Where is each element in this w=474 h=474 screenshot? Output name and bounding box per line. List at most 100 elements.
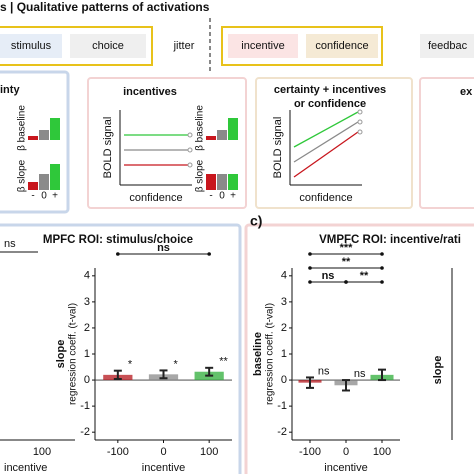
x-tick-label: -100 xyxy=(299,446,321,458)
schematic-dot xyxy=(357,119,363,125)
level-label: 0 xyxy=(41,191,47,202)
level-label: + xyxy=(230,191,236,202)
bracket-end xyxy=(380,266,384,270)
beta-bar xyxy=(228,118,238,140)
beta-label: β baseline xyxy=(195,105,206,151)
beta-bar xyxy=(217,130,227,140)
significance: ** xyxy=(219,356,228,368)
bracket-end xyxy=(308,280,312,284)
y-axis-label: baseline xyxy=(252,332,264,376)
schematic-dot xyxy=(357,109,363,115)
beta-bar xyxy=(28,182,38,190)
y-tick-label: 1 xyxy=(281,348,287,360)
bracket-label: ns xyxy=(4,238,16,250)
y-tick-label: 3 xyxy=(84,296,90,308)
significance: * xyxy=(174,358,179,370)
y-tick-label: 1 xyxy=(84,348,90,360)
section-frame xyxy=(0,223,242,474)
panel-frame xyxy=(255,77,413,209)
x-tick-label: 100 xyxy=(200,446,218,458)
y-axis-label: BOLD signal xyxy=(272,117,284,179)
beta-label: β baseline xyxy=(17,105,28,151)
y-tick-label: 4 xyxy=(84,270,90,282)
y-tick-label: -2 xyxy=(80,426,90,438)
y-tick-label: 0 xyxy=(281,374,287,386)
bracket-label: ** xyxy=(360,270,369,282)
beta-bar xyxy=(50,118,60,140)
bracket-end xyxy=(344,280,348,284)
x-axis-label: incentive xyxy=(142,462,185,474)
significance: ns xyxy=(318,365,330,377)
schematic-line xyxy=(293,121,359,163)
y-axis-sublabel: regression coeff. (t-val) xyxy=(68,303,79,405)
y-tick-label: 0 xyxy=(84,374,90,386)
y-axis-sublabel: regression coeff. (t-val) xyxy=(265,303,276,405)
y-tick-label: -2 xyxy=(277,426,287,438)
x-axis-label: incentive xyxy=(4,462,47,474)
level-label: + xyxy=(52,191,58,202)
y-tick-label: -1 xyxy=(277,400,287,412)
event-box xyxy=(306,34,378,58)
beta-bar xyxy=(217,174,227,190)
bracket-label: ns xyxy=(322,270,335,282)
figure-title: s | Qualitative patterns of activations xyxy=(0,0,210,14)
beta-bar xyxy=(228,174,238,190)
event-label: incentive xyxy=(241,40,284,52)
period-frame xyxy=(221,26,383,66)
schematic-dot xyxy=(187,132,193,138)
schematic-dot xyxy=(187,147,193,153)
beta-label: β slope xyxy=(17,159,28,192)
schematic-line xyxy=(293,111,359,148)
panel-title: inty xyxy=(0,84,20,96)
event-label: stimulus xyxy=(11,40,52,52)
level-label: - xyxy=(209,191,212,202)
level-label: 0 xyxy=(219,191,225,202)
panel-subtitle: or confidence xyxy=(294,98,366,110)
bracket-end xyxy=(380,280,384,284)
beta-bar xyxy=(50,164,60,190)
beta-label: β slope xyxy=(195,159,206,192)
section-letter: c) xyxy=(250,213,262,229)
bracket-label: ** xyxy=(342,256,351,268)
event-box xyxy=(228,34,298,58)
section-title: VMPFC ROI: incentive/rati xyxy=(319,234,461,246)
event-box xyxy=(0,34,62,58)
section-title: MPFC ROI: stimulus/choice xyxy=(43,234,193,246)
x-tick-label: -100 xyxy=(107,446,129,458)
y-tick-label: 3 xyxy=(281,296,287,308)
y-axis-label: BOLD signal xyxy=(102,117,114,179)
event-box xyxy=(70,34,146,58)
significance: * xyxy=(128,359,133,371)
y-axis-label: slope xyxy=(432,356,444,385)
event-label: choice xyxy=(92,40,124,52)
bracket-end xyxy=(116,252,120,256)
y-tick-label: 4 xyxy=(281,270,287,282)
period-frame xyxy=(0,26,153,66)
panel-frame xyxy=(0,70,70,214)
bracket-label: ns xyxy=(157,242,170,254)
beta-bar xyxy=(206,136,216,140)
event-label: jitter xyxy=(173,40,195,52)
beta-bar xyxy=(206,174,216,190)
significance: ns xyxy=(354,368,366,380)
event-label: confidence xyxy=(315,40,368,52)
x-tick-label: 0 xyxy=(343,446,349,458)
x-axis-label: incentive xyxy=(324,462,367,474)
panel-title: ex xyxy=(460,86,473,98)
bracket-end xyxy=(308,252,312,256)
y-tick-label: -1 xyxy=(80,400,90,412)
schematic-dot xyxy=(187,162,193,168)
event-box xyxy=(420,34,474,58)
level-label: - xyxy=(31,191,34,202)
y-axis-label: slope xyxy=(55,340,67,369)
bracket-label: *** xyxy=(340,242,354,254)
x-tick-label: 100 xyxy=(33,446,51,458)
x-axis-label: confidence xyxy=(129,192,182,204)
x-tick-label: 0 xyxy=(160,446,166,458)
schematic-dot xyxy=(357,129,363,135)
beta-bar xyxy=(39,130,49,140)
panel-frame xyxy=(419,77,474,209)
panel-title: certainty + incentives xyxy=(274,84,386,96)
y-tick-label: 2 xyxy=(281,322,287,334)
